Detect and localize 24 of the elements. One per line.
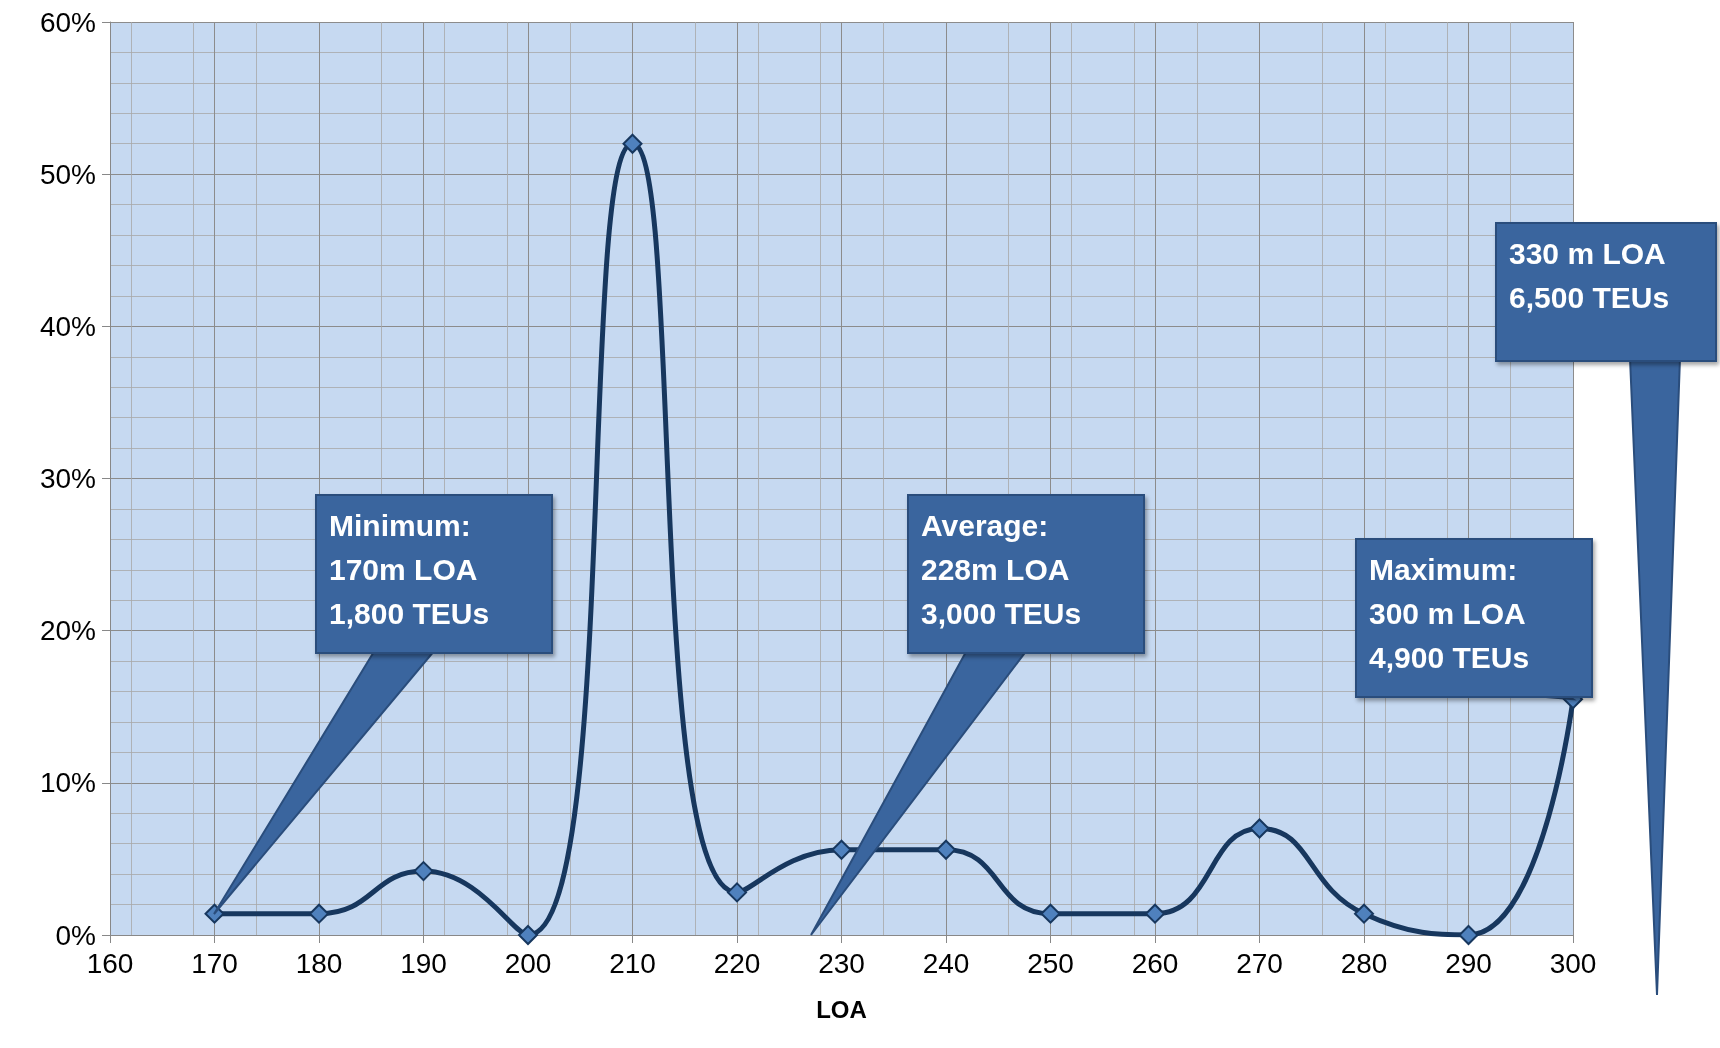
annotation: Minimum: 170m LOA 1,800 TEUs bbox=[315, 494, 553, 654]
x-tick-label: 200 bbox=[504, 947, 552, 979]
x-tick-label: 300 bbox=[1549, 947, 1597, 979]
x-tick-label: 260 bbox=[1131, 947, 1179, 979]
x-tick-label: 250 bbox=[1027, 947, 1074, 979]
x-tick-label: 290 bbox=[1445, 947, 1492, 979]
y-tick-label: 50% bbox=[39, 158, 96, 190]
x-tick-label: 170 bbox=[191, 947, 238, 979]
y-tick-label: 60% bbox=[39, 6, 96, 38]
x-tick-label: 180 bbox=[295, 947, 343, 979]
y-tick-label: 30% bbox=[39, 463, 96, 494]
y-tick-label: 40% bbox=[39, 310, 96, 342]
x-tick-label: 280 bbox=[1340, 947, 1388, 979]
x-axis-title: LOA bbox=[816, 995, 867, 1023]
annotation: Average: 228m LOA 3,000 TEUs bbox=[907, 494, 1145, 654]
x-tick-label: 270 bbox=[1236, 947, 1283, 979]
x-tick-label: 220 bbox=[713, 947, 761, 979]
x-tick-label: 240 bbox=[922, 947, 970, 979]
y-tick-label: 20% bbox=[39, 615, 96, 647]
x-tick-label: 230 bbox=[818, 947, 865, 979]
x-tick-label: 190 bbox=[400, 947, 447, 979]
x-tick-label: 210 bbox=[609, 947, 656, 979]
annotation: 330 m LOA 6,500 TEUs bbox=[1495, 222, 1717, 362]
y-tick-label: 10% bbox=[39, 767, 96, 799]
